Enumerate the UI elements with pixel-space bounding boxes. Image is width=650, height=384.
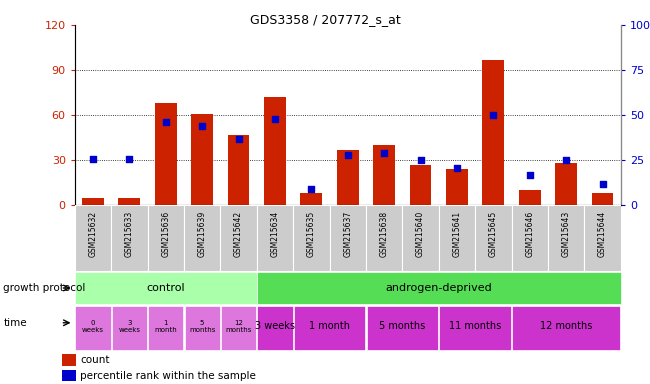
Bar — [264, 97, 286, 205]
Point — [124, 156, 135, 162]
Text: 1
month: 1 month — [155, 319, 177, 333]
Bar — [373, 145, 395, 205]
Text: GSM215646: GSM215646 — [525, 211, 534, 257]
Bar — [111, 205, 148, 271]
Text: 0
weeks: 0 weeks — [82, 319, 104, 333]
Point — [161, 119, 171, 126]
Point — [525, 172, 535, 178]
Bar — [184, 205, 220, 271]
Text: 5
months: 5 months — [189, 319, 215, 333]
Bar — [118, 198, 140, 205]
Bar — [512, 205, 548, 271]
Bar — [294, 306, 365, 351]
Bar — [155, 103, 177, 205]
Bar — [185, 306, 220, 351]
Bar — [519, 190, 541, 205]
Text: GSM215638: GSM215638 — [380, 211, 389, 257]
Text: 11 months: 11 months — [449, 321, 501, 331]
Bar — [257, 306, 292, 351]
Bar — [475, 205, 512, 271]
Bar — [555, 163, 577, 205]
Bar — [548, 205, 584, 271]
Text: GSM215633: GSM215633 — [125, 211, 134, 257]
Text: percentile rank within the sample: percentile rank within the sample — [80, 371, 256, 381]
Bar — [592, 194, 614, 205]
Bar — [293, 205, 330, 271]
Point — [452, 164, 462, 170]
Text: count: count — [80, 355, 109, 365]
Bar — [221, 306, 256, 351]
Bar — [62, 370, 76, 381]
Point — [561, 157, 571, 164]
Text: GSM215635: GSM215635 — [307, 211, 316, 257]
Text: 5 months: 5 months — [379, 321, 426, 331]
Bar — [439, 205, 475, 271]
Text: androgen-deprived: androgen-deprived — [385, 283, 492, 293]
Text: GSM215643: GSM215643 — [562, 211, 571, 257]
Bar — [82, 198, 104, 205]
Bar — [148, 306, 183, 351]
Text: GSM215637: GSM215637 — [343, 211, 352, 257]
Bar — [75, 272, 257, 304]
Text: GDS3358 / 207772_s_at: GDS3358 / 207772_s_at — [250, 13, 400, 26]
Bar — [300, 194, 322, 205]
Point — [233, 136, 244, 142]
Text: GSM215636: GSM215636 — [161, 211, 170, 257]
Bar — [112, 306, 147, 351]
Point — [306, 186, 317, 192]
Bar — [482, 60, 504, 205]
Point — [379, 150, 389, 156]
Point — [343, 152, 353, 158]
Text: time: time — [3, 318, 27, 328]
Bar — [257, 205, 293, 271]
Bar — [62, 354, 76, 366]
Point — [415, 157, 426, 164]
Bar — [148, 205, 184, 271]
Text: GSM215642: GSM215642 — [234, 211, 243, 257]
Text: 12 months: 12 months — [540, 321, 592, 331]
Text: 3 weeks: 3 weeks — [255, 321, 295, 331]
Bar — [330, 205, 366, 271]
Text: control: control — [146, 283, 185, 293]
Bar — [439, 306, 511, 351]
Text: 3
weeks: 3 weeks — [118, 319, 140, 333]
Point — [488, 112, 499, 118]
Bar — [75, 306, 110, 351]
Bar — [75, 205, 111, 271]
Text: GSM215639: GSM215639 — [198, 211, 207, 257]
Bar — [191, 114, 213, 205]
Bar — [402, 205, 439, 271]
Bar — [257, 272, 621, 304]
Text: GSM215640: GSM215640 — [416, 211, 425, 257]
Point — [270, 116, 280, 122]
Bar — [512, 306, 620, 351]
Bar — [337, 150, 359, 205]
Point — [88, 156, 98, 162]
Bar — [220, 205, 257, 271]
Text: growth protocol: growth protocol — [3, 283, 86, 293]
Bar — [227, 135, 250, 205]
Bar — [410, 165, 432, 205]
Bar — [367, 306, 438, 351]
Bar — [446, 169, 468, 205]
Bar — [584, 205, 621, 271]
Text: 12
months: 12 months — [226, 319, 252, 333]
Text: GSM215632: GSM215632 — [88, 211, 98, 257]
Text: GSM215644: GSM215644 — [598, 211, 607, 257]
Point — [597, 181, 608, 187]
Text: GSM215634: GSM215634 — [270, 211, 280, 257]
Text: GSM215641: GSM215641 — [452, 211, 462, 257]
Point — [197, 123, 207, 129]
Bar — [366, 205, 402, 271]
Text: GSM215645: GSM215645 — [489, 211, 498, 257]
Text: 1 month: 1 month — [309, 321, 350, 331]
